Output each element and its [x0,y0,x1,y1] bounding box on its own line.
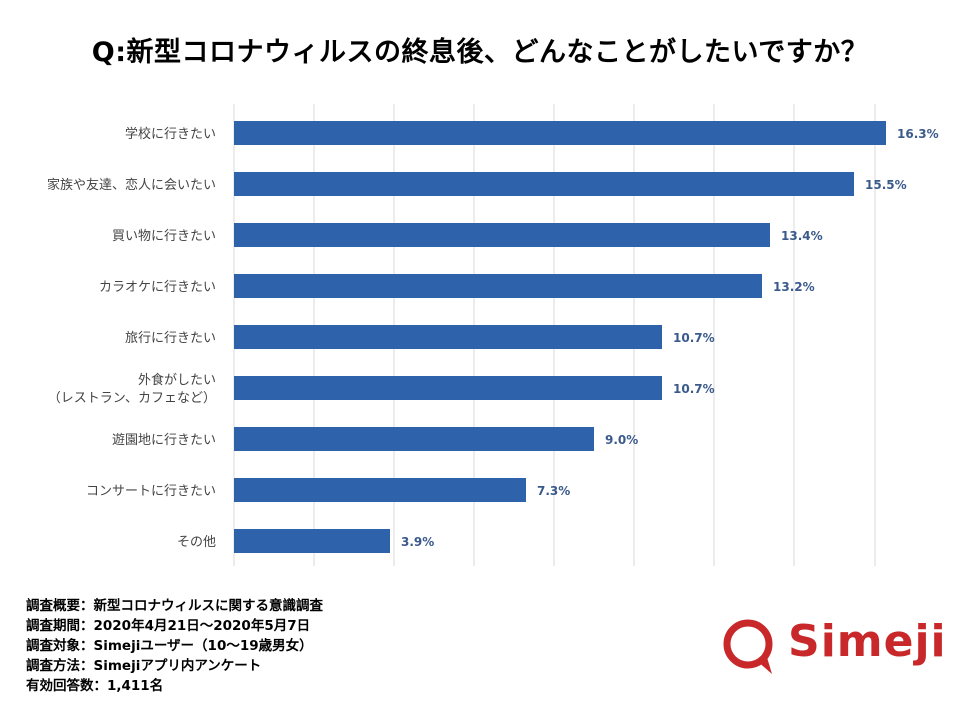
logo-text: Simeji [788,616,947,667]
category-label: その他 [177,535,216,550]
category-label: コンサートに行きたい [86,484,216,499]
category-label: 家族や友達、恋人に会いたい [47,177,216,193]
data-label: 7.3% [537,484,570,498]
data-label: 13.4% [781,229,823,243]
bar [234,427,594,451]
bar-chart: 学校に行きたい家族や友達、恋人に会いたい買い物に行きたいカラオケに行きたい旅行に… [47,104,939,566]
note-line: 有効回答数：1,411名 [26,678,164,694]
speech-bubble-icon [723,619,773,674]
bar [234,376,662,400]
bar [234,121,886,145]
bar [234,325,662,349]
note-line: 調査期間：2020年4月21日～2020年5月7日 [26,618,311,634]
bars [234,121,886,553]
simeji-logo: Simeji [716,612,946,692]
bar [234,223,770,247]
category-label: （レストラン、カフェなど） [48,391,216,406]
category-label: カラオケに行きたい [99,280,216,295]
bar [234,172,854,196]
data-label: 13.2% [773,280,815,294]
note-line: 調査概要：新型コロナウィルスに関する意識調査 [26,598,323,614]
data-label: 9.0% [605,433,638,447]
note-line: 調査方法：Simejiアプリ内アンケート [26,658,262,674]
category-label: 外食がしたい [138,372,216,388]
data-label: 16.3% [897,127,939,141]
data-label: 10.7% [673,382,715,396]
category-labels: 学校に行きたい家族や友達、恋人に会いたい買い物に行きたいカラオケに行きたい旅行に… [47,126,216,550]
data-label: 15.5% [865,178,907,192]
bar [234,478,526,502]
data-label: 3.9% [401,535,434,549]
value-labels: 16.3% 15.5% 13.4% 13.2% 10.7% 10.7% 9.0% 7.3% 3.… [401,127,939,549]
chart-title: Q:新型コロナウィルスの終息後、どんなことがしたいですか？ [91,37,869,68]
category-label: 遊園地に行きたい [112,433,216,448]
category-label: 旅行に行きたい [125,331,216,346]
category-label: 買い物に行きたい [112,229,216,244]
category-label: 学校に行きたい [125,126,216,142]
survey-notes: 調査概要：新型コロナウィルスに関する意識調査 調査期間：2020年4月21日～2… [26,596,323,696]
bar [234,274,762,298]
data-label: 10.7% [673,331,715,345]
bar [234,529,390,553]
note-line: 調査対象：Simejiユーザー（10～19歳男女） [26,638,313,654]
